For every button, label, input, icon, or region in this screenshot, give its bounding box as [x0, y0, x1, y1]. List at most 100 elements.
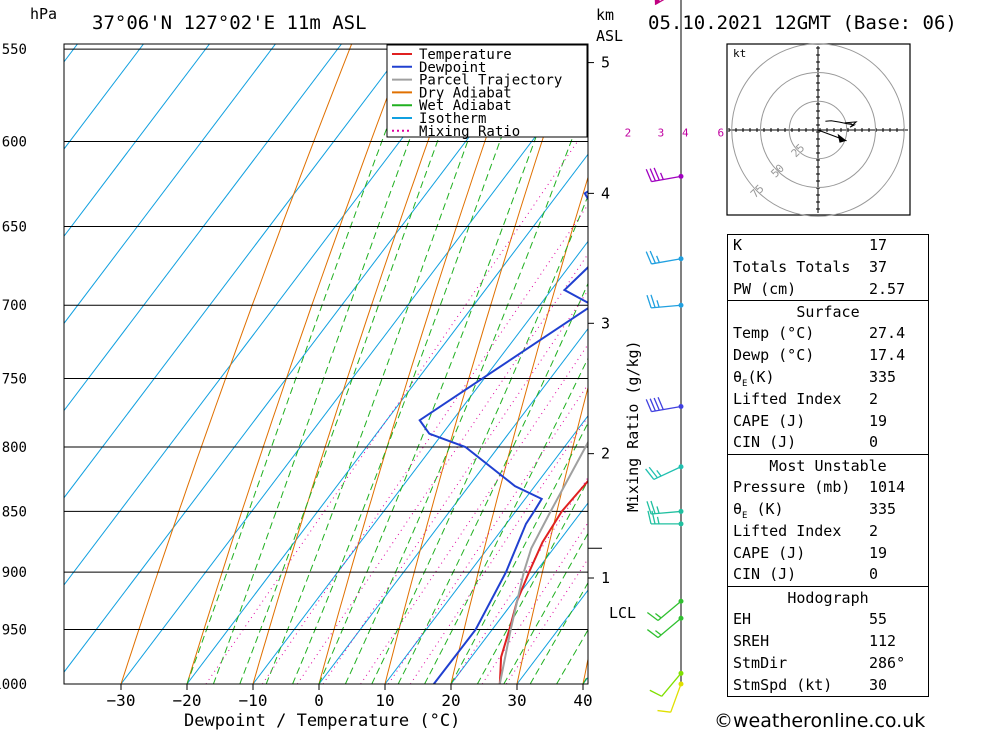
plot-frame	[63, 43, 589, 685]
pressure-tick-label: 1000	[0, 677, 27, 693]
wet-adiabat-line	[450, 421, 588, 684]
most-unstable-section-title: Most Unstable	[728, 454, 928, 477]
wind-barb-staff	[651, 405, 682, 413]
wind-barb-flag	[645, 468, 655, 480]
hodograph-trace	[825, 120, 858, 128]
surface-temp-label: Temp (°C)	[733, 324, 815, 343]
wind-barb-flag	[648, 466, 658, 479]
wind-barb	[646, 294, 682, 309]
wind-barb-half-flag	[656, 255, 660, 263]
mu-cape-row: CAPE (J) 19	[728, 543, 928, 565]
sreh-row: SREH 112	[728, 631, 928, 653]
storm-motion-arrowhead	[837, 133, 847, 143]
wind-barb-flag	[649, 689, 663, 697]
isotherm-line	[450, 502, 588, 684]
wind-barb	[646, 617, 682, 639]
isotherm-line	[318, 327, 588, 684]
legend-box	[386, 44, 588, 138]
mu-cin-value: 0	[869, 565, 879, 584]
eh-label: EH	[733, 610, 752, 629]
surface-cape-row: CAPE (J) 19	[728, 411, 928, 433]
wet-adiabat-line	[424, 357, 588, 684]
mu-pressure-label: Pressure (mb)	[733, 478, 851, 497]
km-tick-label: 1	[601, 569, 610, 587]
surface-lifted-index-value: 2	[869, 389, 879, 408]
legend-entry: Parcel Trajectory	[419, 73, 562, 89]
wind-barb-flag	[653, 167, 660, 181]
k-index-row: K 17	[728, 235, 928, 257]
sreh-label: SREH	[733, 631, 770, 650]
wind-barb-half-flag	[656, 506, 660, 514]
wind-barb	[645, 466, 682, 481]
mixing-ratio-label: 6	[718, 127, 725, 140]
theta-subscript: E	[742, 378, 748, 389]
surface-dewp-label: Dewp (°C)	[733, 346, 815, 365]
surface-theta-e-value: 335	[869, 367, 897, 386]
parcel-trajectory-line	[498, 440, 588, 684]
totals-totals-row: Totals Totals 37	[728, 257, 928, 279]
wind-barb-flag	[645, 399, 653, 412]
sounding-datetime: 05.10.2021 12GMT (Base: 06)	[648, 12, 957, 34]
wind-barb-half-flag	[655, 613, 662, 619]
wind-barb-staff	[651, 510, 682, 515]
x-tick-label: 0	[314, 691, 324, 710]
storm-direction-value: 286°	[869, 653, 906, 672]
wind-barb	[646, 500, 682, 515]
indices-table: K 17 Totals Totals 37 PW (cm) 2.57 Surface …	[727, 234, 929, 698]
wind-barb-flag	[651, 510, 656, 524]
temperature-line	[498, 479, 588, 684]
storm-speed-label: StmSpd (kt)	[733, 675, 833, 694]
precipitable-water-row: PW (cm) 2.57	[728, 279, 928, 301]
site-credit-link[interactable]: ©weatheronline.co.uk	[714, 710, 926, 732]
surface-theta-e-row: θE(K) 335	[728, 367, 928, 389]
wind-barb-flag	[647, 510, 652, 524]
mu-cape-value: 19	[869, 543, 888, 562]
wind-barb-pennant	[654, 0, 661, 5]
sreh-value: 112	[869, 631, 897, 650]
pressure-tick-label: 950	[2, 623, 27, 639]
wind-barb-staff	[651, 175, 682, 183]
wind-barb	[646, 600, 682, 622]
mixing-ratio-label: 2	[625, 127, 632, 140]
pressure-tick-label: 550	[2, 42, 27, 58]
storm-direction-label: StmDir	[733, 653, 788, 672]
mu-pressure-value: 1014	[869, 478, 906, 497]
surface-temp-value: 27.4	[869, 324, 906, 343]
pressure-tick-label: 700	[2, 298, 27, 314]
isotherm-line	[64, 44, 408, 499]
legend-entry: Dewpoint	[419, 60, 486, 76]
wind-barb-staff	[653, 466, 682, 481]
mixing-ratio-line	[360, 343, 588, 684]
wind-barb-flag	[646, 501, 652, 515]
isotherm-line	[120, 66, 588, 684]
hodograph-unit-label: kt	[733, 47, 746, 60]
pressure-tick-label: 650	[2, 220, 27, 236]
wind-barb-flag	[657, 709, 671, 713]
wind-barb-flag	[650, 294, 656, 308]
theta-unit: (K)	[747, 367, 775, 386]
legend-entry: Temperature	[419, 47, 512, 63]
surface-lifted-index-label: Lifted Index	[733, 389, 842, 408]
totals-totals-label: Totals Totals	[733, 257, 851, 276]
station-location: 37°06'N 127°02'E 11m ASL	[92, 12, 367, 34]
x-tick-label: −30	[107, 691, 136, 710]
precipitable-water-value: 2.57	[869, 279, 906, 298]
surface-temp-row: Temp (°C) 27.4	[728, 323, 928, 345]
x-tick-label: 30	[507, 691, 526, 710]
wind-barb-half-flag	[656, 469, 662, 477]
mu-lifted-index-label: Lifted Index	[733, 521, 842, 540]
wind-barb	[645, 250, 682, 265]
legend-entry: Wet Adiabat	[419, 98, 512, 114]
wet-adiabat-line	[318, 44, 571, 684]
mixing-ratio-label: 3	[658, 127, 665, 140]
asl-label: ASL	[596, 27, 624, 45]
wind-barb-staff	[657, 617, 682, 639]
precipitable-water-label: PW (cm)	[733, 279, 797, 298]
lcl-label: LCL	[609, 604, 637, 622]
wind-barb-half-flag	[659, 172, 664, 180]
surface-dewp-row: Dewp (°C) 17.4	[728, 345, 928, 367]
surface-lifted-index-row: Lifted Index 2	[728, 389, 928, 411]
theta-unit: (K)	[747, 499, 784, 518]
storm-speed-row: StmSpd (kt) 30	[728, 675, 928, 697]
